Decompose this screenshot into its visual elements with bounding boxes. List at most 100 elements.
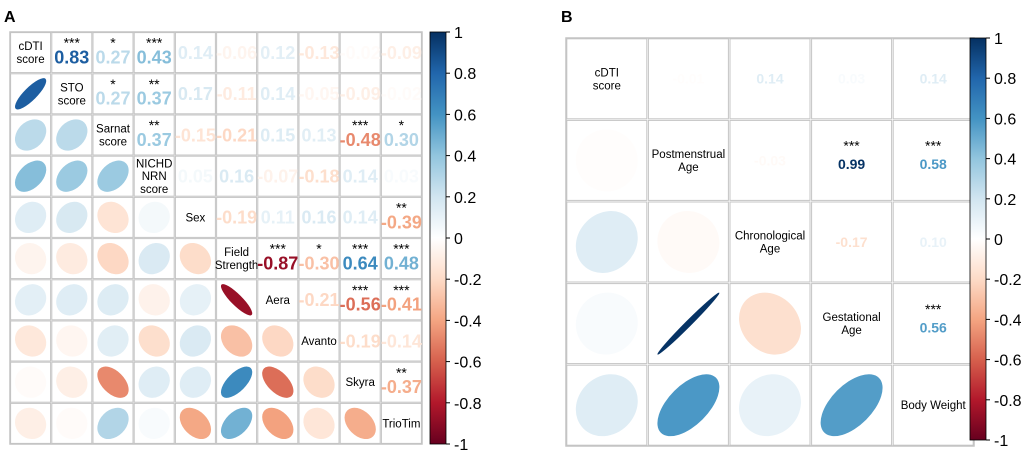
variable-label: Body Weight: [901, 400, 967, 412]
correlation-ellipse: [97, 407, 129, 440]
correlation-value: -0.01: [672, 71, 704, 87]
correlation-ellipse: [179, 366, 212, 398]
significance-stars: *: [316, 241, 322, 257]
correlation-value: -0.87: [257, 254, 298, 274]
colorbar-tick-label: 1: [994, 31, 1003, 48]
variable-label: Gestational Age: [823, 312, 881, 337]
correlation-value: 0.13: [301, 125, 336, 145]
matrix-cell: [133, 114, 175, 156]
correlation-value: 0.56: [920, 319, 947, 335]
colorbar-tick-label: -0.2: [454, 272, 482, 289]
colorbar-tick-label: -1: [454, 437, 468, 454]
correlation-ellipse: [575, 129, 638, 192]
colorbar-tick-label: -0.4: [454, 313, 482, 330]
variable-label: Postmenstrual Age: [652, 149, 726, 174]
correlation-ellipse: [138, 366, 170, 398]
correlation-ellipse: [138, 325, 170, 357]
colorbar-tick-label: 0.6: [994, 111, 1016, 128]
matrix-cell: [298, 32, 340, 74]
colorbar-tick-label: 0.2: [454, 190, 476, 207]
correlation-ellipse: [56, 160, 88, 192]
correlation-value: 0.15: [260, 125, 295, 145]
colorbar-tick-label: -0.6: [454, 355, 482, 372]
matrix-cell: [51, 73, 93, 115]
colorbar-tick-label: 0.6: [454, 107, 476, 124]
correlation-value: 0.58: [920, 156, 947, 172]
correlation-ellipse: [97, 366, 129, 398]
correlation-value: -0.37: [381, 377, 422, 397]
correlation-value: 0.05: [178, 167, 213, 187]
matrix-cell: [811, 283, 893, 365]
correlation-ellipse: [220, 284, 253, 316]
colorbar-tick-label: 0.8: [994, 71, 1016, 88]
correlation-ellipse: [138, 201, 170, 234]
correlation-ellipse: [262, 366, 294, 398]
matrix-cell: [380, 155, 422, 197]
colorbar-tick-label: -0.6: [994, 353, 1021, 370]
correlation-value: 0.03: [384, 167, 419, 187]
significance-stars: *: [399, 117, 405, 133]
correlation-value: 0.27: [95, 48, 130, 68]
colorbar-tick-label: 0.8: [454, 66, 476, 83]
correlation-ellipse: [262, 325, 294, 357]
matrix-cell: [298, 73, 340, 115]
variable-label: Field Strength: [215, 247, 258, 272]
correlation-value: -0.30: [298, 254, 339, 274]
matrix-cell: [339, 155, 381, 197]
correlation-ellipse: [14, 78, 47, 110]
correlation-value: -0.21: [298, 290, 339, 310]
matrix-cell: [216, 196, 258, 238]
colorbar-tick-label: 0.4: [994, 152, 1016, 169]
correlation-ellipse: [97, 201, 129, 234]
correlation-ellipse: [14, 366, 47, 398]
colorbar-tick-label: -0.4: [994, 312, 1021, 329]
matrix-cell: [133, 73, 175, 115]
correlation-value: 0.14: [756, 71, 783, 87]
correlation-ellipse: [344, 407, 376, 440]
correlation-ellipse: [56, 284, 88, 316]
matrix-cell: [133, 155, 175, 197]
correlation-ellipse: [97, 325, 129, 357]
significance-stars: ***: [843, 138, 860, 154]
correlation-ellipse: [820, 374, 883, 437]
colorbar-tick-label: -0.8: [994, 393, 1021, 410]
significance-stars: ***: [393, 241, 410, 257]
correlation-ellipse: [56, 366, 88, 398]
matrix-cell: [339, 73, 381, 115]
correlation-value: 0.16: [219, 167, 254, 187]
correlation-ellipse: [739, 374, 801, 437]
colorbar-tick-label: 0: [454, 231, 463, 248]
colorbar: [969, 37, 987, 441]
matrix-cell: [380, 402, 422, 444]
correlation-ellipse: [179, 284, 212, 316]
correlation-value: -0.17: [836, 234, 868, 250]
colorbar-tick-label: 0.2: [994, 192, 1016, 209]
correlation-ellipse: [56, 407, 88, 440]
matrix-cell: [257, 73, 299, 115]
matrix-cell: [92, 32, 134, 74]
correlation-value: 0.43: [137, 48, 172, 68]
correlation-ellipse: [56, 325, 88, 357]
correlation-ellipse: [303, 407, 335, 440]
correlation-value: 0.10: [920, 234, 947, 250]
correlation-ellipse: [220, 407, 253, 440]
matrix-cell: [339, 32, 381, 74]
matrix-cell: [174, 114, 216, 156]
matrix-cell: [298, 320, 340, 362]
colorbar-tick-label: 0.4: [454, 149, 476, 166]
correlation-value: -0.21: [216, 125, 257, 145]
variable-label: TrioTim: [382, 418, 420, 430]
correlation-ellipse: [179, 325, 212, 357]
matrix-cell: [729, 201, 811, 283]
significance-stars: **: [396, 199, 407, 215]
significance-stars: ***: [64, 35, 81, 51]
matrix-cell: [380, 279, 422, 321]
matrix-cell: [257, 32, 299, 74]
matrix-cell: [257, 238, 299, 280]
significance-stars: ***: [270, 241, 287, 257]
correlation-ellipse: [97, 284, 129, 316]
variable-label: Sarnat score: [96, 124, 131, 149]
matrix-cell: [257, 114, 299, 156]
matrix-cell: [174, 32, 216, 74]
correlation-value: -0.15: [175, 125, 216, 145]
